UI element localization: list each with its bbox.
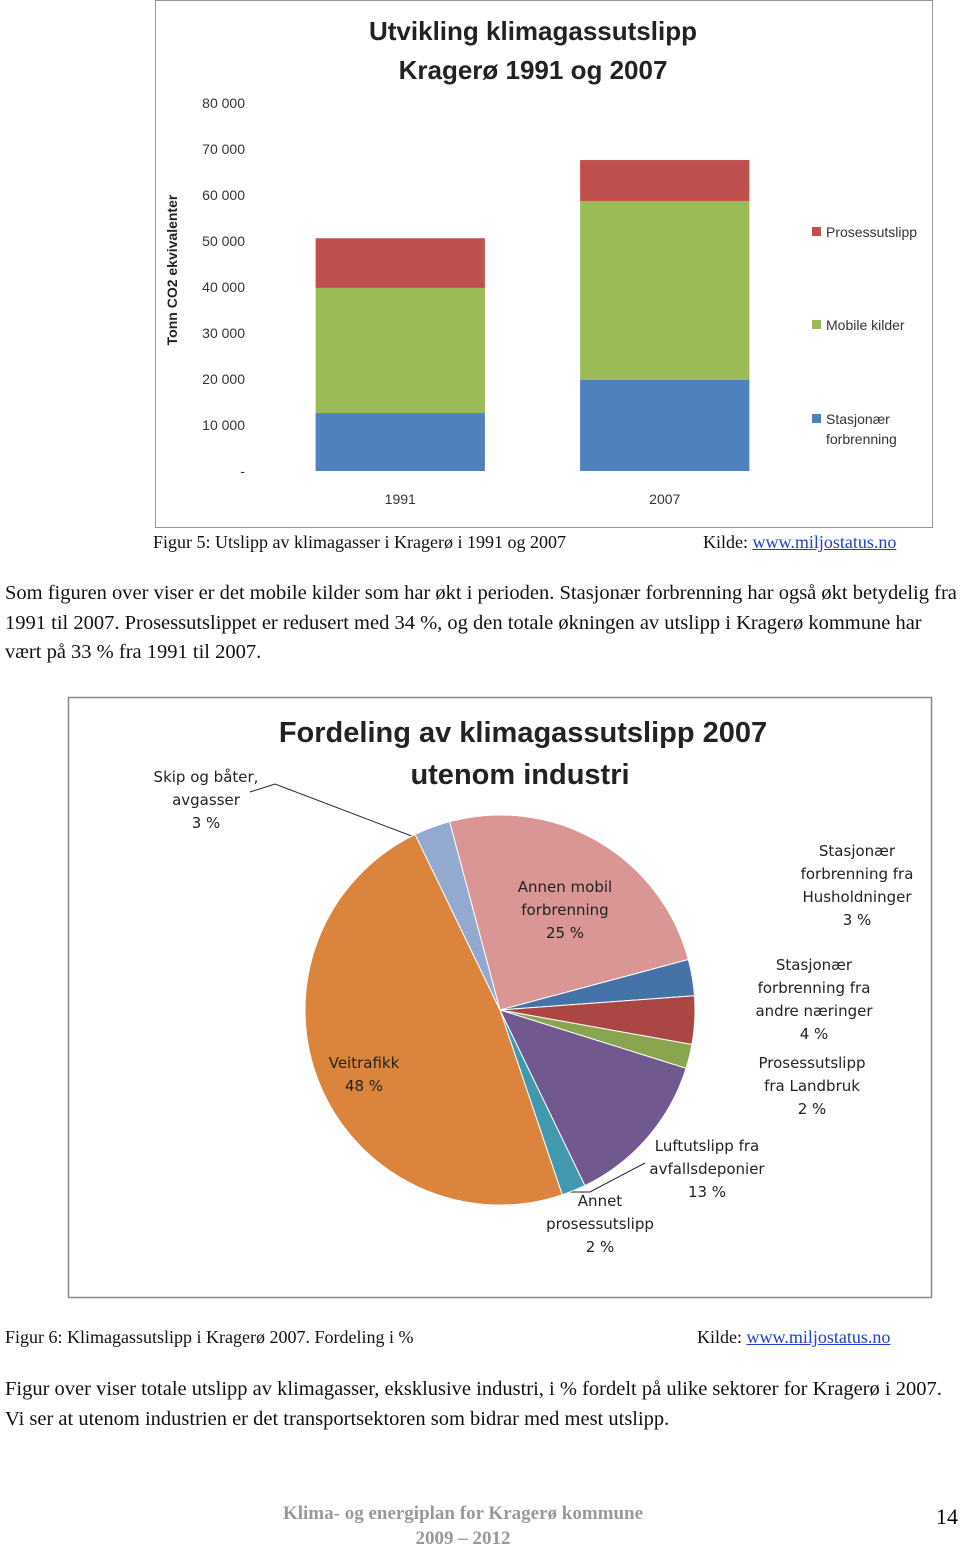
slice-value: 13 % xyxy=(687,1183,727,1201)
caption: Figur 6: Klimagassutslipp i Kragerø 2007… xyxy=(5,1327,414,1347)
y-tick-label: 30 000 xyxy=(202,325,245,341)
slice-label: Annen mobil forbrenning 25 % xyxy=(505,876,625,945)
slice-value: 4 % xyxy=(799,1025,829,1043)
slice-label: Stasjonær forbrenning fra Husholdninger 3… xyxy=(792,840,922,932)
pie-slice xyxy=(414,821,501,1011)
slice-name: Veitrafikk xyxy=(328,1054,400,1072)
source-label: Kilde: xyxy=(703,532,748,552)
slice-name: Annen mobil forbrenning xyxy=(517,878,613,919)
pie-slice xyxy=(448,814,689,1011)
slice-name: Stasjonær forbrenning fra Husholdninger xyxy=(800,842,914,906)
slice-name: Annet prosessutslipp xyxy=(546,1192,654,1233)
x-tick-label: 1991 xyxy=(385,491,416,507)
y-tick-label: 60 000 xyxy=(202,187,245,203)
slice-name: Prosessutslipp fra Landbruk xyxy=(758,1054,866,1095)
y-tick-label: 10 000 xyxy=(202,417,245,433)
caption: Figur 5: Utslipp av klimagasser i Krager… xyxy=(153,532,566,552)
x-tick-label: 2007 xyxy=(649,491,680,507)
paragraph: Figur over viser totale utslipp av klima… xyxy=(5,1378,942,1430)
legend-label: Mobile kilder xyxy=(826,317,905,333)
chart-frame xyxy=(155,0,933,528)
chart-title: utenom industri xyxy=(410,759,629,791)
slice-name: Luftutslipp fra avfallsdeponier xyxy=(649,1137,765,1178)
bar-segment xyxy=(580,160,750,201)
footer-title: Klima- og energiplan for Kragerø kommune xyxy=(282,1503,644,1524)
legend-swatch xyxy=(812,320,821,329)
bar-segment xyxy=(315,413,485,471)
paragraph: Som figuren over viser er det mobile kil… xyxy=(5,582,957,663)
slice-label: Stasjonær forbrenning fra andre næringer… xyxy=(749,954,879,1046)
slice-label: Skip og båter, avgasser 3 % xyxy=(151,766,261,835)
chart-frame xyxy=(67,696,933,1299)
slice-label: Veitrafikk 48 % xyxy=(309,1052,419,1098)
slice-value: 25 % xyxy=(545,924,585,942)
slice-label: Prosessutslipp fra Landbruk 2 % xyxy=(752,1052,872,1121)
bar-segment xyxy=(315,238,485,288)
bar-segment xyxy=(580,379,750,471)
footer-period: 2009 – 2012 xyxy=(415,1528,511,1547)
bar-segment xyxy=(315,287,485,414)
legend-label: Stasjonær forbrenning xyxy=(826,411,897,447)
source-link[interactable]: www.miljostatus.no xyxy=(746,1327,891,1347)
source-label: Kilde: xyxy=(697,1327,742,1347)
legend-swatch xyxy=(812,414,821,423)
page-number: 14 xyxy=(936,1504,958,1529)
y-axis-title: Tonn CO2 ekvivalenter xyxy=(164,194,180,345)
pie-slice xyxy=(304,833,563,1206)
chart-title: Kragerø 1991 og 2007 xyxy=(399,55,668,85)
y-tick-label: 20 000 xyxy=(202,371,245,387)
slice-name: Skip og båter, avgasser xyxy=(153,768,259,809)
slice-value: 3 % xyxy=(191,814,221,832)
slice-value: 3 % xyxy=(842,911,872,929)
chart-title: Utvikling klimagassutslipp xyxy=(369,16,697,46)
y-tick-label: 70 000 xyxy=(202,141,245,157)
slice-name: Stasjonær forbrenning fra andre næringer xyxy=(755,956,873,1020)
slice-value: 2 % xyxy=(797,1100,827,1118)
y-tick-label: - xyxy=(240,463,245,479)
source: Kilde: www.miljostatus.no xyxy=(697,1327,890,1348)
y-tick-label: 80 000 xyxy=(202,95,245,111)
slice-value: 2 % xyxy=(585,1238,615,1256)
legend-label: Prosessutslipp xyxy=(826,224,918,240)
leader-line xyxy=(249,783,431,844)
legend-swatch xyxy=(812,227,821,236)
bar-segment xyxy=(580,200,750,380)
source-link[interactable]: www.miljostatus.no xyxy=(752,532,897,552)
y-tick-label: 50 000 xyxy=(202,233,245,249)
chart-title: Fordeling av klimagassutslipp 2007 xyxy=(279,717,767,749)
slice-label: Luftutslipp fra avfallsdeponier 13 % xyxy=(642,1135,772,1204)
slice-label: Annet prosessutslipp 2 % xyxy=(540,1190,660,1259)
y-tick-label: 40 000 xyxy=(202,279,245,295)
source: Kilde: www.miljostatus.no xyxy=(703,532,896,553)
pie-slice xyxy=(499,1009,687,1187)
slice-value: 48 % xyxy=(344,1077,384,1095)
